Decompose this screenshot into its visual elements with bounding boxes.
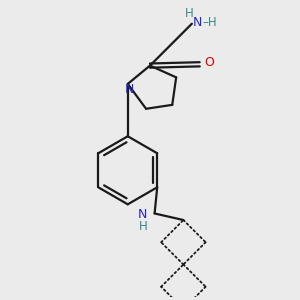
Text: N: N bbox=[192, 16, 202, 29]
Text: N: N bbox=[138, 208, 148, 221]
Text: –H: –H bbox=[203, 16, 218, 29]
Text: N: N bbox=[124, 82, 134, 96]
Text: H: H bbox=[138, 220, 147, 233]
Text: H: H bbox=[185, 7, 194, 20]
Text: O: O bbox=[204, 56, 214, 70]
